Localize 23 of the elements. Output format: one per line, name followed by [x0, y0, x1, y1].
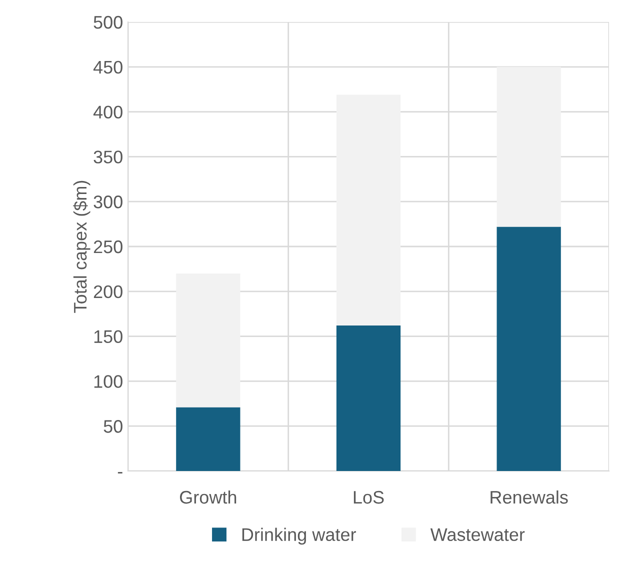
y-tick-label: 450 [93, 60, 122, 74]
bar [336, 326, 401, 471]
y-tick-label: 200 [94, 285, 122, 298]
y-tick-label: 250 [94, 240, 122, 254]
y-tick-label: 150 [94, 330, 122, 344]
y-tick-label: - [118, 472, 122, 474]
y-tick-label: 350 [94, 150, 122, 164]
bar [176, 273, 240, 408]
bar [496, 66, 561, 227]
x-tick-label: Renewals [490, 490, 568, 504]
bar [496, 226, 561, 471]
y-tick-label: 500 [94, 16, 122, 29]
bar [176, 407, 240, 471]
y-tick-label: 100 [94, 375, 122, 388]
bar [336, 94, 401, 326]
x-tick-label: LoS [354, 490, 384, 504]
y-tick-label: 300 [94, 196, 122, 208]
legend-label: Drinking water [242, 528, 356, 545]
y-tick-label: 50 [104, 420, 122, 433]
x-tick-label: Growth [180, 490, 236, 504]
y-axis-title: Total capex ($m) [73, 180, 90, 313]
legend-label: Wastewater [430, 528, 525, 542]
y-tick-label: 400 [93, 106, 122, 119]
